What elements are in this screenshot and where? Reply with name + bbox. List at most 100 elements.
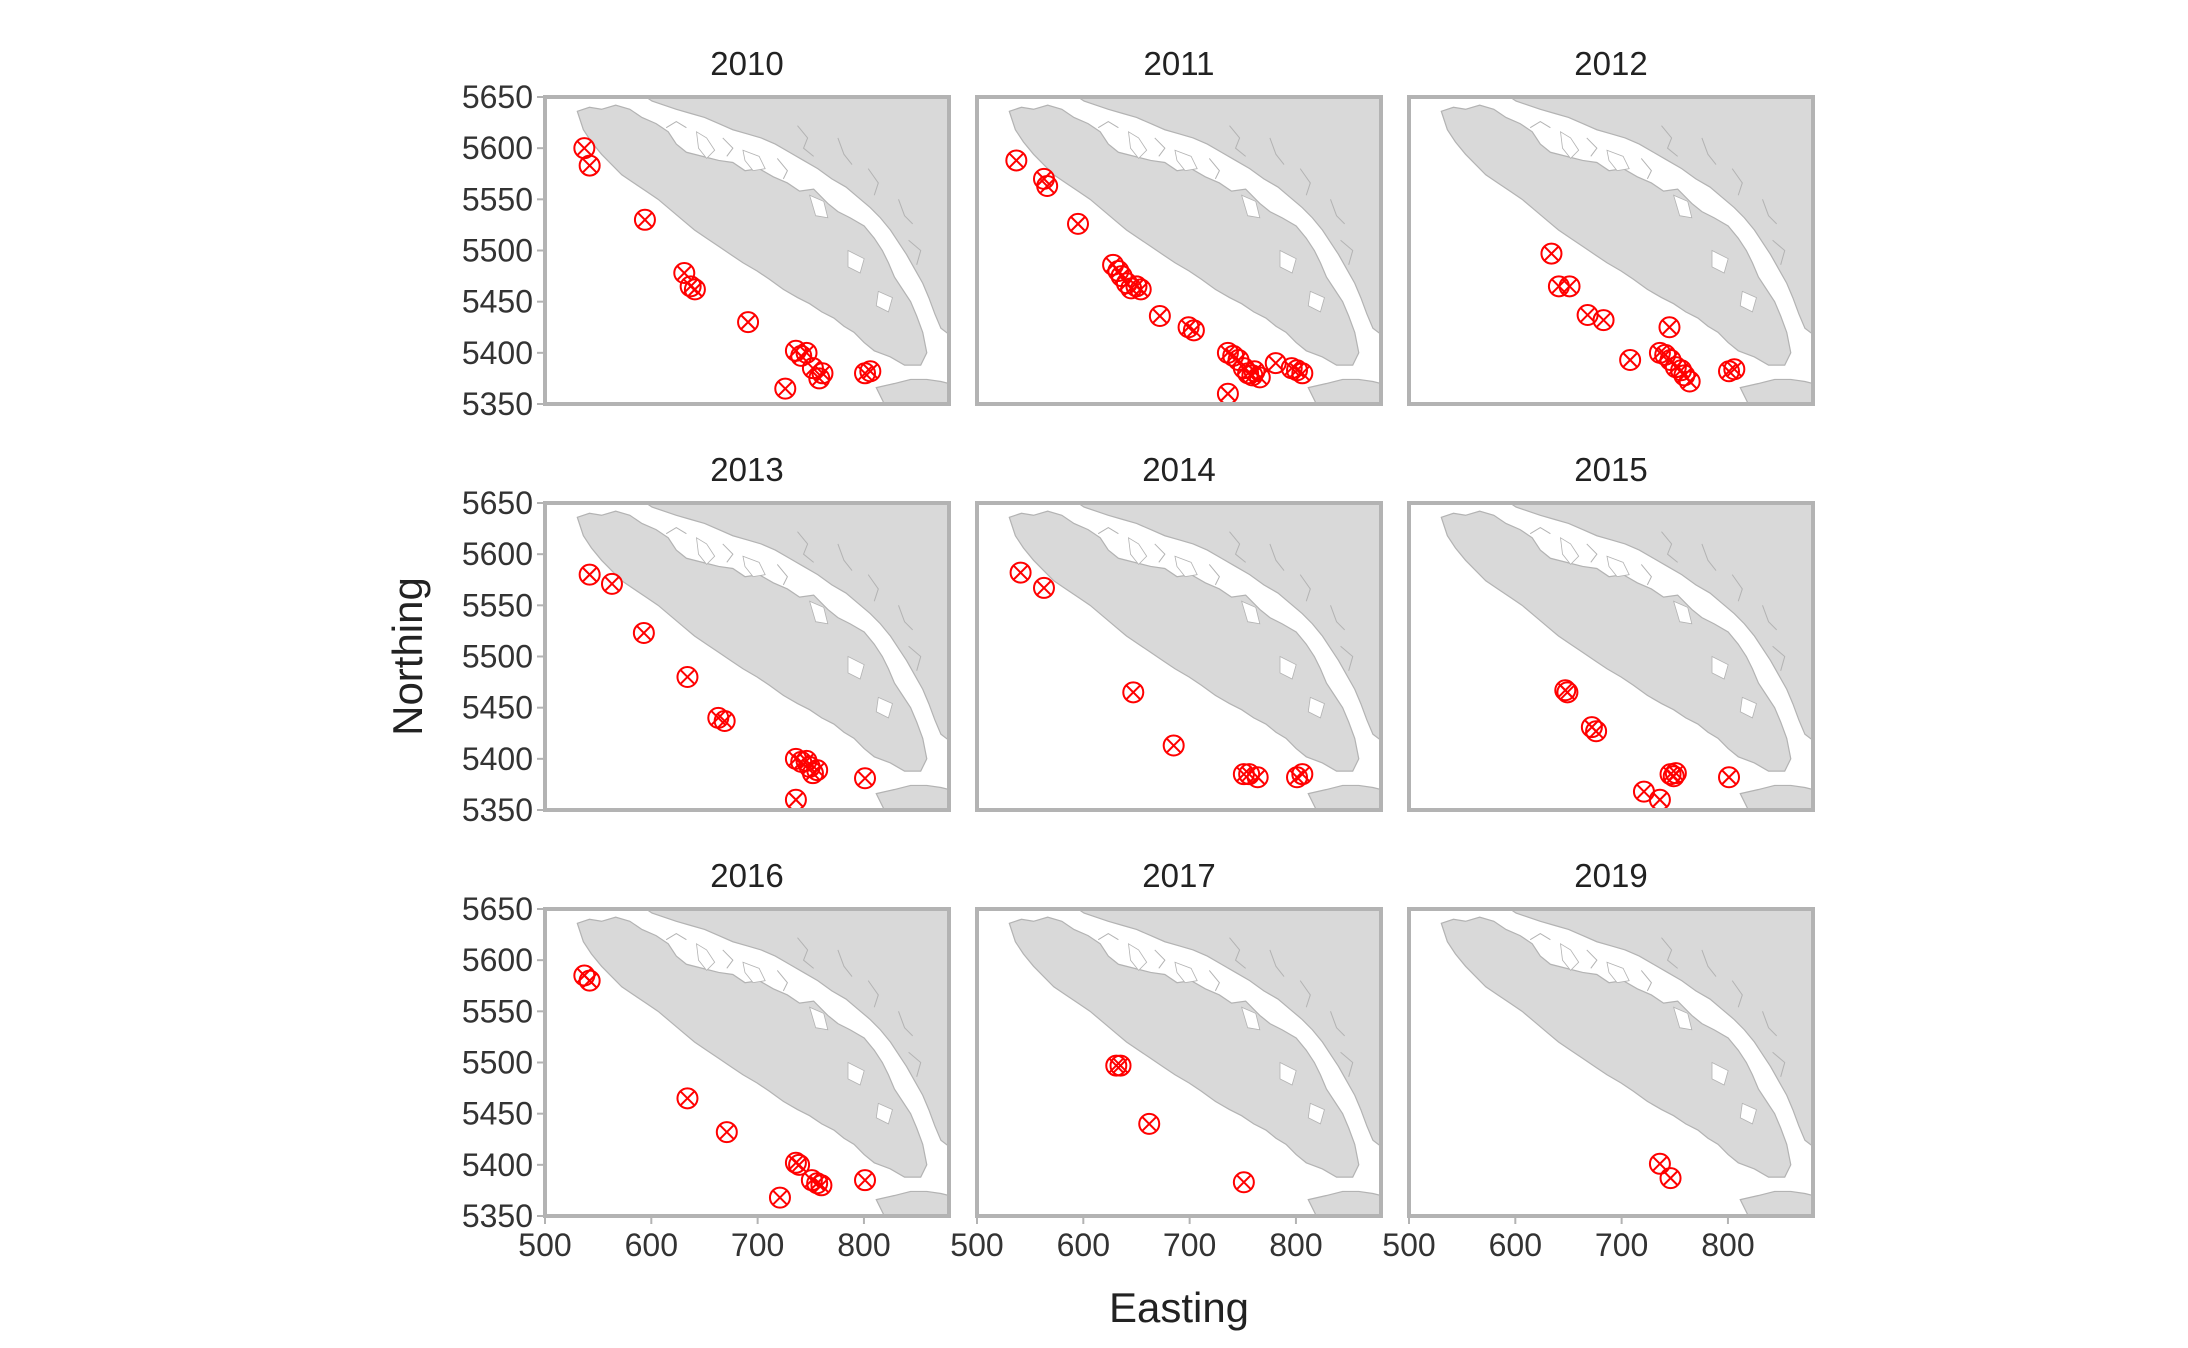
y-tick-label: 5400 [462,741,533,777]
x-tick-label: 700 [1595,1227,1648,1263]
y-tick-label: 5450 [462,284,533,320]
data-point [774,377,797,400]
data-point [806,759,829,782]
data-point [811,362,834,385]
data-point [578,154,601,177]
points-layer [573,964,877,1209]
y-tick-label: 5650 [462,891,533,927]
data-point [854,767,877,790]
x-tick-label: 800 [1701,1227,1754,1263]
data-point [1232,1171,1255,1194]
data-point [1664,762,1687,785]
data-point [1182,319,1205,342]
panel-title: 2015 [1574,451,1647,488]
data-point [683,278,706,301]
panel-border [975,501,1383,812]
data-point [1659,1167,1682,1190]
x-tick-label: 500 [518,1227,571,1263]
data-point [1585,720,1608,743]
data-point [1138,1112,1161,1135]
data-point [578,563,601,586]
panel-title: 2010 [710,45,783,82]
panel-2019: 2019 500 600 700 800 [1382,857,1815,1263]
data-point [1122,681,1145,704]
data-point [600,572,623,595]
x-tick-label: 700 [1163,1227,1216,1263]
data-point [1558,275,1581,298]
points-layer [573,137,882,400]
points-layer [1005,149,1314,404]
panel-2014: 2014 [975,451,1383,812]
panel-2011: 2011 [975,45,1383,406]
data-point [859,360,882,383]
points-layer [578,563,877,810]
points-layer [1105,1054,1255,1194]
data-point [788,1153,811,1176]
y-tick-label: 5550 [462,587,533,623]
data-point [715,1121,738,1144]
x-tick-label: 500 [950,1227,1003,1263]
data-point [673,262,696,285]
data-point [578,969,601,992]
y-tick-label: 5600 [462,536,533,572]
data-point [1009,561,1032,584]
data-point [768,1186,791,1209]
data-point [1291,763,1314,786]
data-point [676,1087,699,1110]
data-point [1678,370,1701,393]
y-tick-label: 5500 [462,1045,533,1081]
y-tick-label: 5450 [462,690,533,726]
panel-title: 2012 [1574,45,1647,82]
data-point [1619,348,1642,371]
x-axis-title: Easting [1109,1284,1249,1331]
x-tick-label: 600 [1057,1227,1110,1263]
y-tick-label: 5550 [462,181,533,217]
y-tick-label: 5400 [462,1147,533,1183]
data-point [737,311,760,334]
data-point [1540,242,1563,265]
y-tick-label: 5450 [462,1096,533,1132]
data-point [1129,278,1152,301]
points-layer [1554,679,1741,810]
data-point [1032,576,1055,599]
panel-title: 2019 [1574,857,1647,894]
data-point [1148,304,1171,327]
data-point [854,1169,877,1192]
data-point [1162,734,1185,757]
data-point [1291,362,1314,385]
panel-2016: 2016 5350 5400 5450 5500 5550 5600 5650 500 600 70… [462,857,951,1263]
panel-2012: 2012 [1407,45,1815,406]
panel-border [1407,501,1815,812]
panel-title: 2017 [1142,857,1215,894]
y-tick-label: 5350 [462,792,533,828]
data-point [1246,766,1269,789]
data-point [1216,382,1239,404]
y-tick-label: 5550 [462,993,533,1029]
data-point [1648,1152,1671,1175]
points-layer [1009,561,1314,789]
data-point [1718,766,1741,789]
x-tick-label: 700 [731,1227,784,1263]
y-tick-label: 5350 [462,1198,533,1234]
x-tick-label: 800 [1269,1227,1322,1263]
panel-border [1407,907,1815,1218]
panel-border [1407,95,1815,406]
panel-2017: 2017 500 600 700 800 [950,857,1383,1263]
data-point [632,621,655,644]
panel-2013: 2013 5350 5400 5450 5500 5550 5600 5650 [462,451,951,828]
data-point [713,709,736,732]
x-tick-label: 500 [1382,1227,1435,1263]
y-axis-title: Northing [384,577,431,736]
y-tick-label: 5650 [462,79,533,115]
panel-border [975,907,1383,1218]
data-point [1067,212,1089,235]
panel-2015: 2015 [1407,451,1815,812]
y-tick-label: 5400 [462,335,533,371]
data-point [810,1174,833,1197]
data-point [1248,366,1271,389]
data-point [1658,316,1681,339]
data-point [676,665,699,688]
y-tick-label: 5650 [462,485,533,521]
points-layer [1540,242,1746,393]
